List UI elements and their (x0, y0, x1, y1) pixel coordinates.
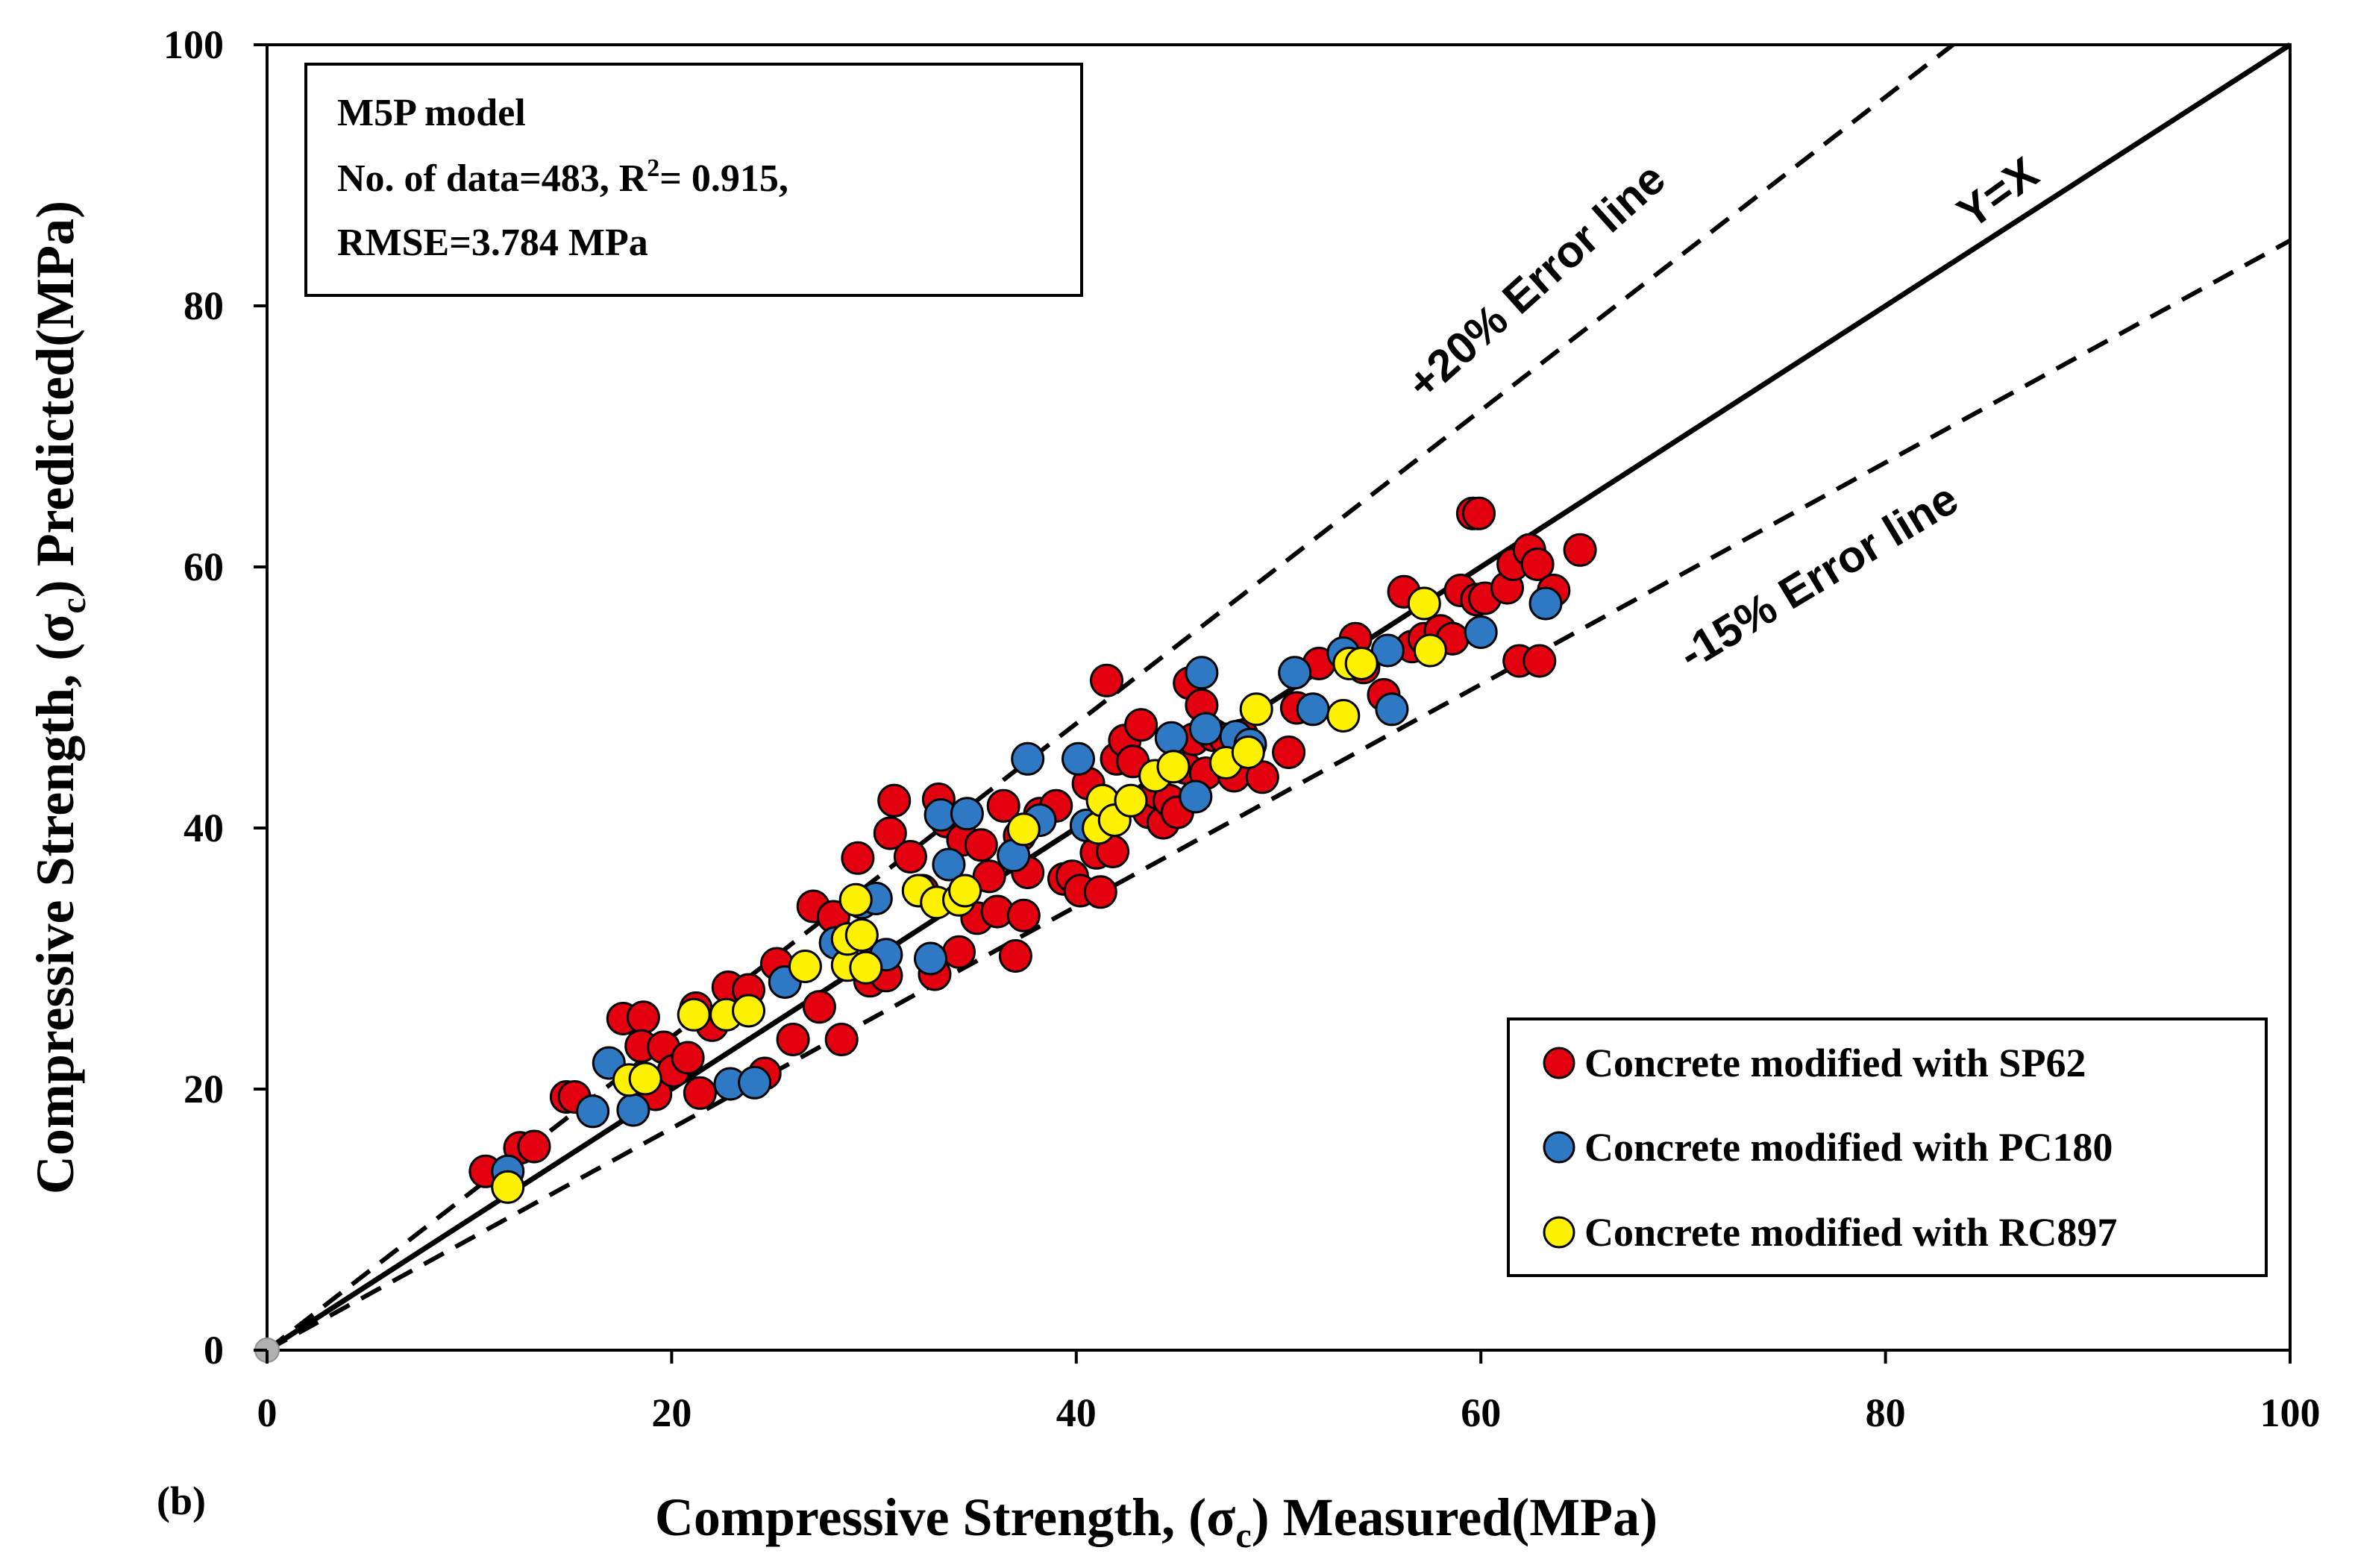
x-axis-title: Compressive Strength, (σc) Measured(MPa) (655, 1487, 1658, 1555)
legend-label-pc180: Concrete modified with PC180 (1584, 1125, 2113, 1170)
annotation-rmse: RMSE=3.784 MPa (337, 222, 648, 264)
x-tick-label: 60 (1461, 1390, 1501, 1435)
data-point-rc897 (1006, 812, 1041, 847)
data-point-pc180 (1179, 780, 1213, 814)
annotation-model-name: M5P model (337, 92, 526, 134)
legend-marker-pc180 (1543, 1131, 1575, 1164)
data-point-rc897 (948, 874, 982, 908)
data-point-rc897 (1407, 586, 1441, 621)
data-point-pc180 (576, 1094, 610, 1129)
data-point-sp62 (776, 1023, 810, 1056)
data-point-pc180 (1062, 741, 1095, 776)
data-point-pc180 (1154, 721, 1188, 755)
data-point-rc897 (844, 918, 879, 952)
data-point-sp62 (1520, 548, 1555, 581)
data-point-pc180 (1011, 741, 1045, 776)
data-point-sp62 (1083, 875, 1117, 909)
annotation-box: M5P model No. of data=483, R2= 0.915, RM… (304, 63, 1083, 297)
data-point-pc180 (1528, 586, 1563, 621)
data-point-sp62 (964, 828, 998, 862)
legend-label-sp62: Concrete modified with SP62 (1584, 1041, 2086, 1085)
data-point-pc180 (932, 847, 966, 882)
x-tick-label: 20 (651, 1390, 692, 1435)
data-point-rc897 (1413, 633, 1447, 668)
axis-ticks: 0 20 40 60 80 100 0 20 40 60 80 100 (163, 22, 2321, 1435)
data-points (468, 496, 1597, 1204)
legend: Concrete modified with SP62 Concrete mod… (1507, 1017, 2268, 1277)
data-point-sp62 (1006, 898, 1041, 932)
data-point-rc897 (677, 997, 711, 1032)
y-tick-label: 100 (163, 22, 224, 67)
data-point-sp62 (1124, 708, 1158, 742)
data-point-sp62 (873, 816, 907, 850)
data-point-sp62 (1245, 760, 1279, 794)
data-point-pc180 (738, 1065, 772, 1100)
reference-lines (266, 43, 2292, 1352)
annotation-box-frame (304, 63, 1083, 297)
data-point-sp62 (893, 840, 927, 874)
data-point-rc897 (491, 1170, 525, 1204)
y-tick-label: 60 (184, 545, 224, 589)
data-point-rc897 (838, 882, 873, 917)
data-point-sp62 (1563, 533, 1597, 567)
annotation-stats: No. of data=483, R2= 0.915, (337, 154, 788, 200)
data-point-sp62 (517, 1129, 551, 1164)
data-point-sp62 (671, 1041, 705, 1075)
legend-marker-sp62 (1543, 1047, 1575, 1079)
data-point-rc897 (1231, 736, 1265, 769)
data-point-sp62 (1462, 496, 1496, 530)
ref-line-minus15-error (266, 238, 2292, 1352)
data-point-rc897 (1326, 699, 1361, 733)
data-point-rc897 (1239, 692, 1273, 727)
data-point-sp62 (802, 990, 836, 1024)
data-point-pc180 (1375, 692, 1409, 727)
data-point-rc897 (628, 1061, 662, 1096)
data-point-pc180 (1278, 656, 1312, 690)
data-point-sp62 (1090, 663, 1123, 697)
legend-frame (1507, 1017, 2268, 1277)
data-point-sp62 (1272, 736, 1306, 769)
data-point-sp62 (626, 1000, 660, 1035)
data-point-sp62 (877, 783, 912, 818)
data-point-sp62 (683, 1076, 717, 1110)
legend-marker-rc897 (1543, 1216, 1575, 1249)
data-point-pc180 (1188, 712, 1223, 746)
x-tick-label: 40 (1056, 1390, 1097, 1435)
data-point-sp62 (841, 841, 875, 875)
data-point-pc180 (616, 1093, 650, 1127)
data-point-rc897 (1156, 750, 1191, 784)
legend-label-rc897: Concrete modified with RC897 (1584, 1210, 2117, 1255)
data-point-sp62 (998, 939, 1032, 973)
data-point-rc897 (1344, 647, 1379, 680)
data-point-rc897 (788, 950, 822, 983)
y-tick-label: 0 (204, 1328, 224, 1373)
data-point-pc180 (1296, 692, 1330, 727)
data-point-sp62 (986, 788, 1020, 823)
data-point-sp62 (942, 935, 976, 969)
data-point-rc897 (1114, 783, 1148, 818)
data-point-pc180 (1185, 656, 1219, 690)
x-tick-label: 80 (1866, 1390, 1906, 1435)
y-axis-title: Compressive Strength, (σc) Predicted(MPa… (25, 201, 93, 1194)
data-point-sp62 (1523, 644, 1557, 678)
data-point-sp62 (824, 1023, 859, 1056)
data-point-rc897 (732, 994, 765, 1028)
x-tick-label: 100 (2260, 1390, 2321, 1435)
y-tick-label: 80 (184, 283, 224, 328)
x-tick-label: 0 (257, 1390, 277, 1435)
ref-line-y-equals-x (266, 43, 2292, 1352)
data-point-pc180 (950, 797, 984, 831)
panel-label: (b) (157, 1478, 206, 1523)
y-tick-label: 40 (184, 806, 224, 850)
ref-line-plus20-error (266, 43, 1954, 1352)
y-tick-label: 20 (184, 1067, 224, 1111)
data-point-pc180 (1370, 633, 1405, 668)
data-point-pc180 (1464, 615, 1498, 649)
data-point-rc897 (849, 950, 883, 985)
data-point-pc180 (914, 941, 947, 976)
